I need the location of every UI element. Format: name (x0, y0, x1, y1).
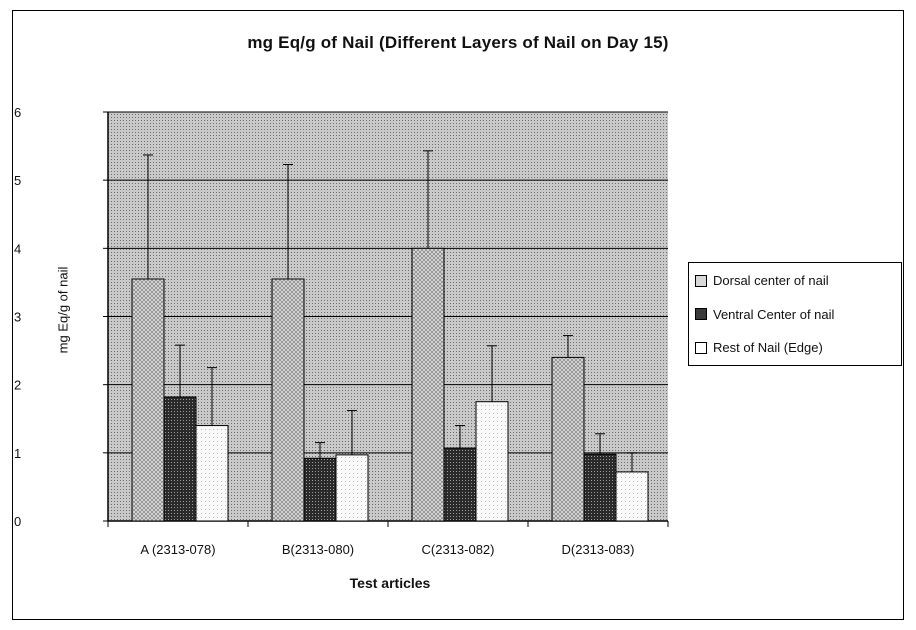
y-tick-label-5: 5 (14, 173, 21, 188)
bar-ventral-0 (164, 397, 196, 521)
y-tick-label-3: 3 (14, 310, 21, 325)
legend-label-edge: Rest of Nail (Edge) (713, 340, 823, 355)
legend-item-dorsal: Dorsal center of nail (695, 273, 895, 288)
bar-dorsal-0 (132, 279, 164, 521)
chart-title: mg Eq/g of Nail (Different Layers of Nai… (0, 33, 916, 53)
legend-item-ventral: Ventral Center of nail (695, 307, 895, 322)
legend-swatch-ventral (695, 308, 707, 320)
legend-swatch-edge (695, 342, 707, 354)
legend-item-edge: Rest of Nail (Edge) (695, 340, 895, 355)
bar-dorsal-3 (552, 357, 584, 521)
y-tick-label-6: 6 (14, 105, 21, 120)
y-tick-label-1: 1 (14, 446, 21, 461)
bar-edge-3 (616, 472, 648, 521)
y-tick-label-2: 2 (14, 378, 21, 393)
x-tick-label-1: B(2313-080) (282, 542, 354, 557)
y-axis-label: mg Eq/g of nail (56, 267, 71, 354)
y-tick-label-0: 0 (14, 514, 21, 529)
bar-ventral-2 (444, 448, 476, 521)
x-tick-label-2: C(2313-082) (422, 542, 495, 557)
x-axis-label: Test articles (350, 575, 431, 591)
bar-dorsal-1 (272, 279, 304, 521)
y-tick-label-4: 4 (14, 241, 21, 256)
bar-edge-1 (336, 455, 368, 521)
bar-edge-2 (476, 402, 508, 521)
legend-label-ventral: Ventral Center of nail (713, 307, 834, 322)
x-tick-label-3: D(2313-083) (562, 542, 635, 557)
bar-ventral-1 (304, 458, 336, 521)
legend: Dorsal center of nail Ventral Center of … (688, 262, 902, 366)
legend-swatch-dorsal (695, 275, 707, 287)
bar-edge-0 (196, 426, 228, 521)
legend-label-dorsal: Dorsal center of nail (713, 273, 829, 288)
x-tick-label-0: A (2313-078) (140, 542, 215, 557)
bar-ventral-3 (584, 454, 616, 521)
bar-dorsal-2 (412, 248, 444, 521)
